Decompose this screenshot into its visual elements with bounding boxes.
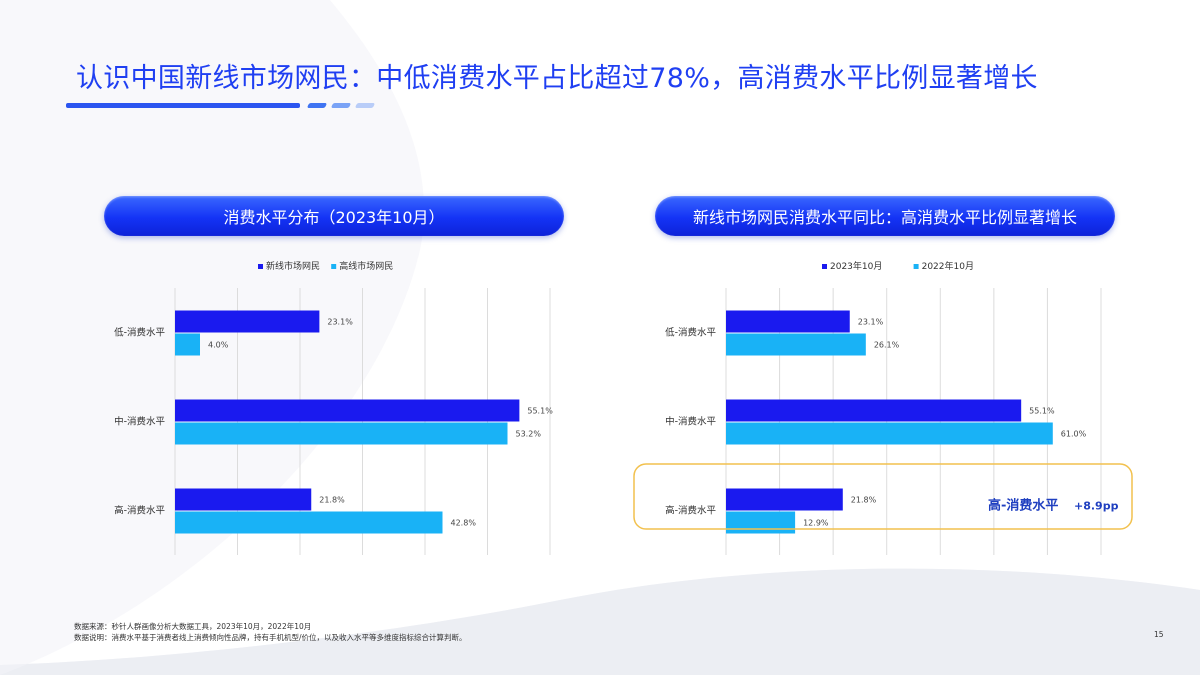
data-label: 26.1% [874, 341, 900, 350]
category-label: 低-消费水平 [114, 327, 165, 339]
legend-label: 2022年10月 [922, 260, 974, 272]
highlight-delta: +8.9pp [1074, 500, 1119, 513]
bar [175, 399, 520, 422]
bar [175, 422, 508, 445]
highlight-label: 高-消费水平 [988, 498, 1058, 514]
data-label: 4.0% [208, 341, 229, 350]
data-label: 21.8% [851, 496, 877, 505]
bar [726, 488, 843, 511]
bar [726, 310, 850, 333]
data-label: 23.1% [327, 318, 353, 327]
data-source-note: 数据来源：秒针人群画像分析大数据工具，2023年10月，2022年10月 [74, 622, 312, 631]
legend-label: 新线市场网民 [266, 260, 320, 272]
data-label: 55.1% [527, 407, 553, 416]
data-label: 53.2% [516, 430, 542, 439]
left-chart-title: 消费水平分布（2023年10月） [104, 196, 564, 236]
bar [726, 422, 1053, 445]
legend-swatch [822, 264, 827, 269]
legend-label: 2023年10月 [830, 260, 882, 272]
bar [175, 488, 312, 511]
bar [175, 310, 320, 333]
highlight-box [633, 463, 1133, 530]
data-label: 42.8% [451, 519, 477, 528]
data-label: 12.9% [803, 519, 829, 528]
category-label: 高-消费水平 [665, 505, 716, 517]
bar [726, 511, 796, 534]
data-description-note: 数据说明：消费水平基于消费者线上消费倾向性品牌，持有手机机型/价位，以及收入水平… [74, 633, 467, 642]
data-label: 21.8% [319, 496, 345, 505]
right-chart-title: 新线市场网民消费水平同比：高消费水平比例显著增长 [655, 196, 1115, 236]
legend-swatch [913, 264, 919, 269]
bar [726, 399, 1022, 422]
category-label: 中-消费水平 [114, 416, 165, 428]
category-label: 低-消费水平 [665, 327, 716, 339]
category-label: 高-消费水平 [114, 505, 165, 517]
legend-label: 高线市场网民 [339, 260, 393, 272]
bar [726, 333, 866, 356]
bar [175, 333, 200, 356]
page-title: 认识中国新线市场网民：中低消费水平占比超过78%，高消费水平比例显著增长 [76, 63, 1038, 94]
category-label: 中-消费水平 [665, 416, 716, 428]
data-label: 55.1% [1029, 407, 1055, 416]
legend-swatch [258, 264, 263, 269]
data-label: 61.0% [1061, 430, 1087, 439]
legend-swatch [331, 264, 337, 269]
bar [175, 511, 443, 534]
page-number: 15 [1154, 630, 1164, 639]
data-label: 23.1% [858, 318, 884, 327]
